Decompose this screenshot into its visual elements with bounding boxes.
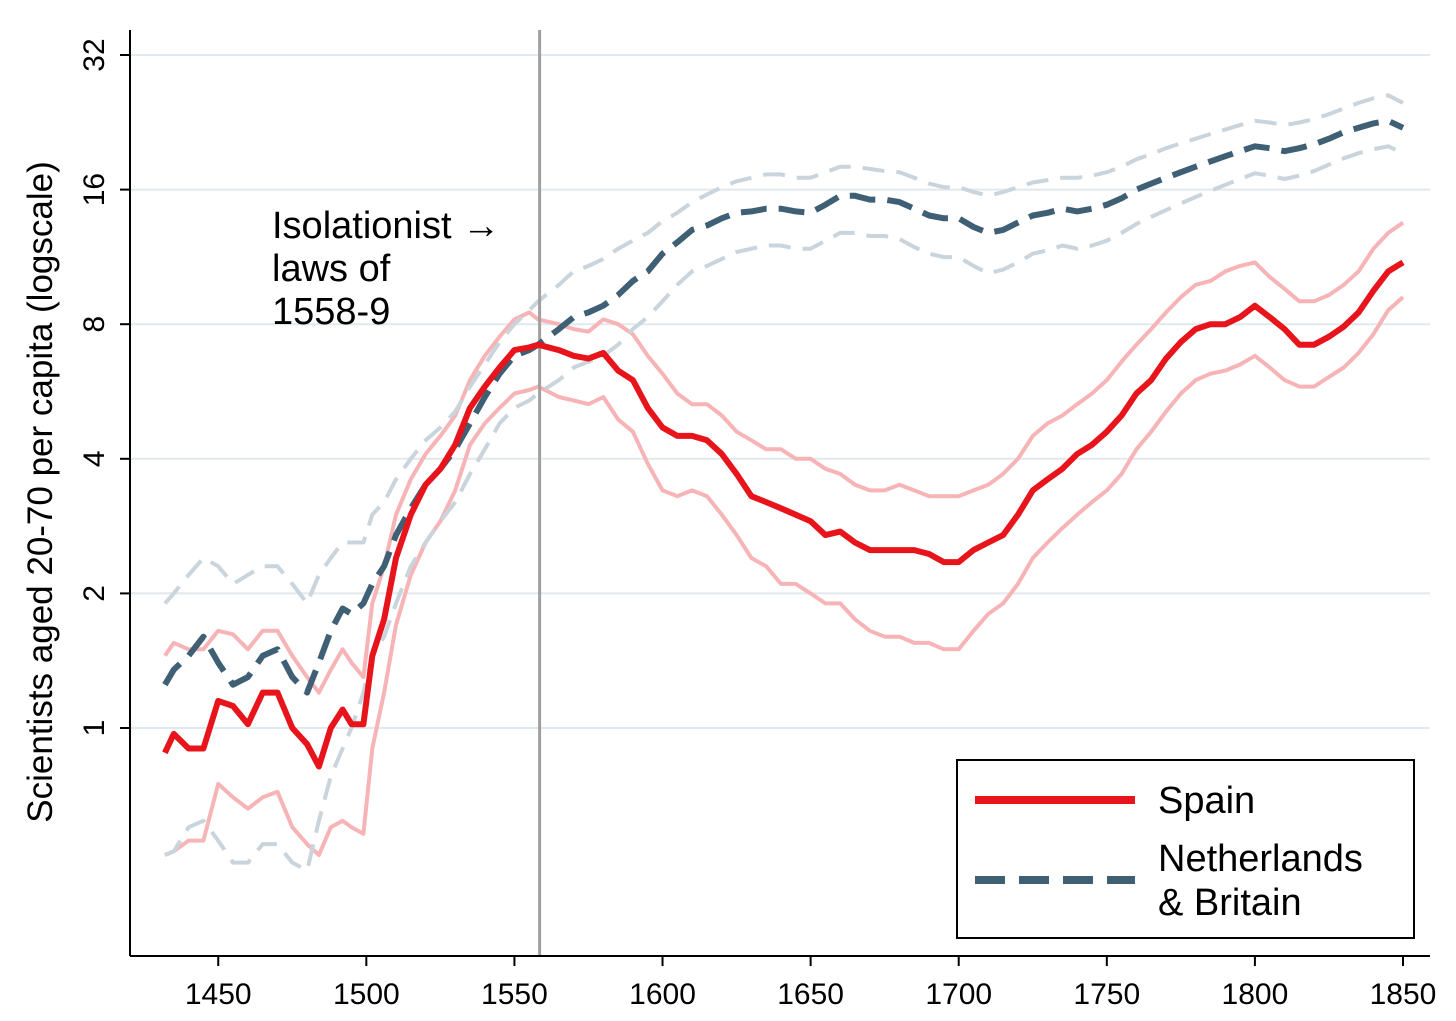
ci-upper-series-1 <box>163 93 1404 606</box>
annotation-line-2: laws of <box>272 248 391 290</box>
y-tick-label-2: 2 <box>78 585 111 602</box>
ci-lower-series-1 <box>164 144 1404 873</box>
legend-box <box>956 759 1415 939</box>
legend: Spain Netherlands & Britain <box>956 759 1415 939</box>
annotation-line-1: Isolationist → <box>272 205 500 247</box>
x-tick-label-1700: 1700 <box>925 978 992 1011</box>
y-tick-label-8: 8 <box>78 316 111 333</box>
x-tick-label-1600: 1600 <box>629 978 696 1011</box>
axes: 1 2 4 8 16 32 1450 1500 1550 1600 1650 1700 1750 1800… <box>78 30 1436 1011</box>
x-tick-label-1750: 1750 <box>1073 978 1140 1011</box>
y-tick-label-32: 32 <box>78 38 111 71</box>
annotation-line-3: 1558-9 <box>272 291 390 333</box>
series-lines <box>162 117 1405 770</box>
legend-label-netherlands-britain-line-2: & Britain <box>1158 882 1302 924</box>
ci-upper-series-0 <box>163 220 1405 695</box>
x-tick-label-1450: 1450 <box>185 978 252 1011</box>
y-tick-label-4: 4 <box>78 450 111 467</box>
legend-label-spain: Spain <box>1158 780 1255 822</box>
y-axis-title: Scientists aged 20-70 per capita (logsca… <box>21 161 60 822</box>
series-line-0 <box>162 259 1405 770</box>
grid <box>130 54 1430 729</box>
x-tick-label-1800: 1800 <box>1222 978 1289 1011</box>
y-tick-label-1: 1 <box>78 720 111 737</box>
legend-label-netherlands-britain-line-1: Netherlands <box>1158 838 1363 880</box>
x-tick-label-1650: 1650 <box>777 978 844 1011</box>
x-tick-label-1550: 1550 <box>481 978 548 1011</box>
confidence-bands <box>163 93 1405 873</box>
x-tick-label-1850: 1850 <box>1370 978 1437 1011</box>
x-tick-label-1500: 1500 <box>333 978 400 1011</box>
y-tick-label-16: 16 <box>78 173 111 206</box>
ci-lower-series-0 <box>164 295 1405 857</box>
